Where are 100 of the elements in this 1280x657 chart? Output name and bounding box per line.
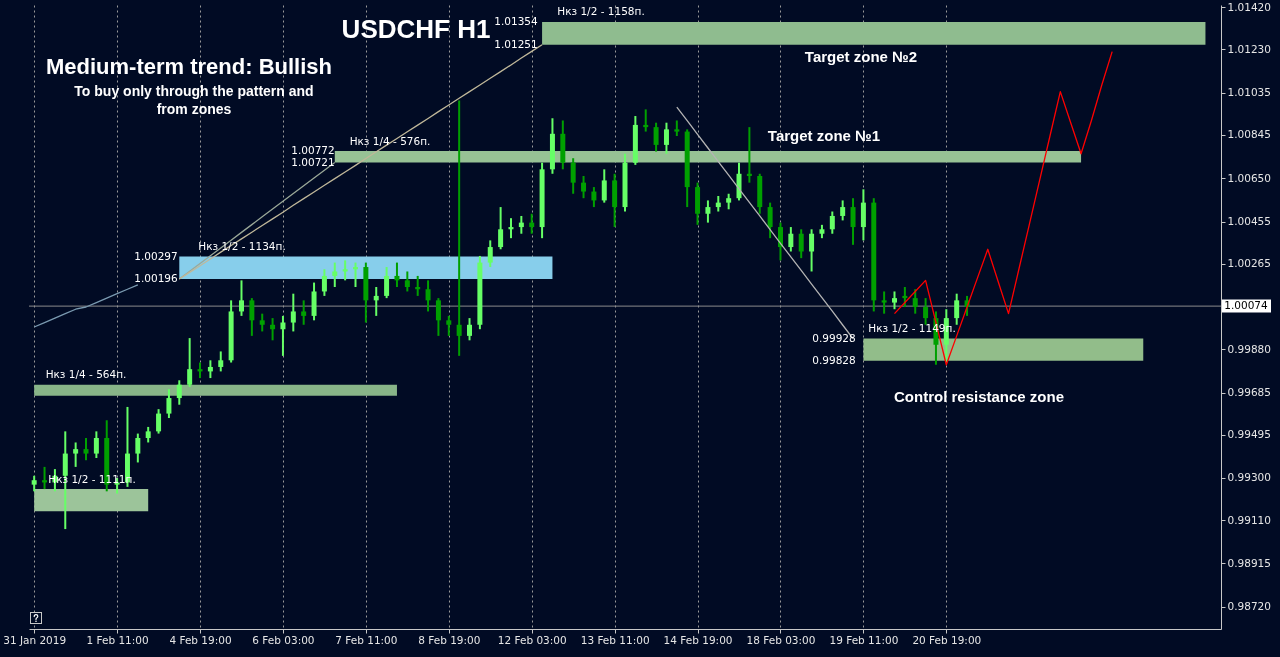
candlestick <box>581 174 587 200</box>
y-tick-label: 0.98720 <box>1227 600 1271 613</box>
y-tick-label: 0.99685 <box>1227 386 1271 398</box>
candlestick <box>135 432 141 464</box>
ref-line-label: 1.00074 <box>1224 299 1269 312</box>
candlestick <box>384 266 390 300</box>
x-tick-label: 7 Feb 11:00 <box>335 633 398 646</box>
x-tick-label: 13 Feb 11:00 <box>580 633 650 646</box>
annotation: 0.99928 <box>812 332 856 344</box>
annotation: Target zone №2 <box>804 48 918 65</box>
candlestick <box>850 197 856 246</box>
y-tick-label: 0.99880 <box>1227 342 1271 355</box>
candlestick <box>643 108 649 133</box>
candlestick <box>187 337 193 388</box>
candlestick <box>653 121 659 153</box>
candlestick <box>487 239 493 269</box>
x-tick-label: 19 Feb 11:00 <box>829 633 899 646</box>
candlestick <box>270 317 276 342</box>
candlestick <box>280 314 286 357</box>
y-tick-label: 1.00650 <box>1227 171 1271 184</box>
candlestick <box>498 206 504 251</box>
y-tick-label: 1.01035 <box>1227 86 1271 99</box>
annotation: Нкз 1/4 - 564п. <box>45 368 127 380</box>
candlestick <box>840 199 846 222</box>
annotation: Нкз 1/4 - 576п. <box>349 135 431 147</box>
candlestick <box>809 228 815 273</box>
candlestick <box>249 297 255 337</box>
y-tick-label: 0.99495 <box>1227 428 1271 441</box>
y-tick-label: 0.99110 <box>1227 513 1271 526</box>
candlestick <box>570 157 576 195</box>
candlestick <box>332 261 338 289</box>
candlestick <box>342 259 348 282</box>
y-tick-label: 0.99300 <box>1227 471 1271 484</box>
candlestick <box>798 228 804 260</box>
candlestick <box>176 379 182 406</box>
candlestick <box>746 126 752 184</box>
annotation: 1.00772 <box>291 144 335 156</box>
candlestick <box>218 350 224 373</box>
annotation: Target zone №1 <box>767 127 881 144</box>
candlestick <box>788 226 794 253</box>
candlestick <box>404 270 410 293</box>
candlestick <box>829 210 835 235</box>
y-tick-label: 1.00455 <box>1227 215 1271 228</box>
candlestick <box>767 201 773 240</box>
x-tick-label: 20 Feb 19:00 <box>912 633 982 646</box>
candlestick <box>42 465 48 491</box>
x-tick-label: 8 Feb 19:00 <box>418 633 481 646</box>
candlestick <box>705 199 711 224</box>
candlestick <box>446 314 452 337</box>
y-tick-label: 1.00265 <box>1227 257 1271 270</box>
annotation: 1.00721 <box>291 156 335 168</box>
candlestick <box>435 297 441 337</box>
candlestick <box>373 286 379 317</box>
annotation: 1.00297 <box>134 250 178 262</box>
candlestick <box>156 408 162 435</box>
candlestick <box>425 279 431 313</box>
candlestick <box>923 297 929 326</box>
candlestick <box>881 290 887 315</box>
annotation: To buy only through the pattern and from zones <box>74 83 314 117</box>
candlestick <box>394 261 400 289</box>
candlestick <box>83 437 89 462</box>
x-tick-label: 31 Jan 2019 <box>3 633 67 646</box>
x-tick-label: 1 Feb 11:00 <box>86 633 149 646</box>
candlestick <box>529 212 535 235</box>
candlestick <box>456 99 462 357</box>
x-tick-label: 6 Feb 03:00 <box>252 633 315 646</box>
line-series <box>893 50 1113 366</box>
annotation: 1.01251 <box>494 38 538 50</box>
candlestick <box>467 317 473 342</box>
chart-title: USDCHF H1 <box>341 14 491 44</box>
candlestick <box>663 121 669 155</box>
candlestick <box>777 221 783 262</box>
candlestick <box>954 292 960 326</box>
candlestick <box>601 168 607 204</box>
x-tick-label: 14 Feb 19:00 <box>663 633 733 646</box>
candlestick <box>508 217 514 240</box>
x-tick-label: 12 Feb 03:00 <box>497 633 567 646</box>
x-tick-label: 18 Feb 03:00 <box>746 633 816 646</box>
y-tick-label: 1.01230 <box>1227 42 1271 55</box>
annotation: 0.99828 <box>812 354 856 366</box>
y-tick-label: 0.98915 <box>1227 556 1271 569</box>
candlestick <box>290 292 296 333</box>
candlestick <box>912 288 918 315</box>
annotation: 1.01354 <box>494 15 539 27</box>
line-series <box>33 284 139 328</box>
candlestick <box>166 388 172 420</box>
candlestick <box>93 430 99 460</box>
annotation: Нкз 1/2 - 1158п. <box>557 5 645 17</box>
candlestick <box>73 441 79 468</box>
candlestick <box>238 279 244 317</box>
y-tick-label: 1.01420 <box>1227 0 1271 13</box>
text: Medium-term trend: Bullish <box>46 54 333 79</box>
candlestick <box>321 268 327 297</box>
x-tick-label: 4 Feb 19:00 <box>169 633 232 646</box>
y-tick-label: 1.00845 <box>1227 128 1271 141</box>
annotation: 1.00196 <box>134 272 179 284</box>
candlestick <box>591 186 597 209</box>
candlestick <box>353 261 358 289</box>
annotation: Control resistance zone <box>893 388 1065 405</box>
candlestick <box>902 286 908 309</box>
